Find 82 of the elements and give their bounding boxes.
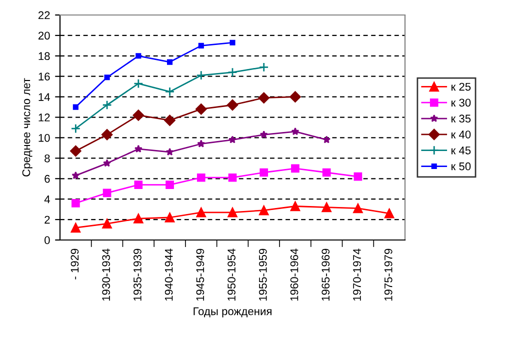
y-tick-label: 6 [44,174,50,183]
y-tick-label: 18 [38,52,50,60]
y-tick-label: 12 [38,114,50,122]
point [290,201,300,212]
x-tick-label: 1930-1934 [102,248,110,301]
point [198,42,204,48]
legend-label: к 35 [452,114,471,123]
point [226,99,238,111]
point [354,172,362,181]
x-axis-title: Годы рождения [194,307,272,318]
point [197,140,206,148]
y-tick-label: 14 [38,93,50,101]
y-axis-title: Среднее число лет [22,78,32,176]
y-tick-label: 0 [44,236,50,244]
y-tick-label: 16 [38,72,50,80]
x-tick-label: 1945-1949 [196,248,204,301]
x-tick-label: 1975-1979 [384,248,392,301]
legend-label: к 25 [452,82,471,91]
point [70,124,81,134]
x-tick-label: 1970-1974 [353,248,361,301]
point [228,208,238,218]
legend-label: к 50 [452,162,471,170]
point [134,214,144,224]
point [134,180,143,189]
x-tick-label: 1960-1964 [290,248,298,301]
point [228,136,236,144]
point [134,78,144,88]
point [258,92,270,104]
point [259,205,269,216]
y-tick-label: 22 [38,11,50,20]
point [196,70,206,80]
point [104,74,110,80]
point [72,199,80,208]
point [322,168,331,177]
point [291,164,300,173]
point [322,136,331,144]
point [166,59,173,65]
point [70,145,82,157]
y-tick-label: 2 [44,216,50,224]
point [384,208,394,218]
point [103,159,112,167]
y-tick-label: 20 [38,32,50,40]
point [164,114,176,126]
legend-label: к 45 [452,146,471,154]
point [260,130,268,138]
x-tick-label: 1940-1944 [164,248,173,301]
point [322,202,332,212]
point [72,171,80,180]
point [228,173,237,182]
legend-label: к 40 [452,130,471,138]
point [228,67,238,78]
point [164,86,175,97]
x-tick-label: - 1929 [70,248,79,280]
x-tick-label: 1950-1954 [228,248,236,301]
y-tick-label: 8 [44,154,50,162]
y-tick-label: 10 [38,134,50,142]
point [166,148,174,156]
point [132,110,144,121]
point [101,129,113,140]
point [72,104,78,110]
x-tick-label: 1955-1959 [258,248,267,301]
point [230,40,236,46]
legend-label: к 30 [452,98,471,107]
point [102,188,112,198]
point [134,144,142,152]
point [196,103,207,115]
point [164,212,175,222]
point [260,168,268,177]
point [196,173,206,182]
point [353,203,363,214]
y-tick-label: 4 [44,195,50,204]
point [196,208,206,218]
point [166,180,174,189]
point [136,53,142,59]
point [70,222,81,233]
point [102,100,112,110]
x-tick-label: 1965-1969 [322,248,330,301]
point [259,62,269,72]
point [291,127,300,136]
point [102,218,112,228]
x-tick-label: 1935-1939 [134,248,142,301]
point [290,91,301,102]
